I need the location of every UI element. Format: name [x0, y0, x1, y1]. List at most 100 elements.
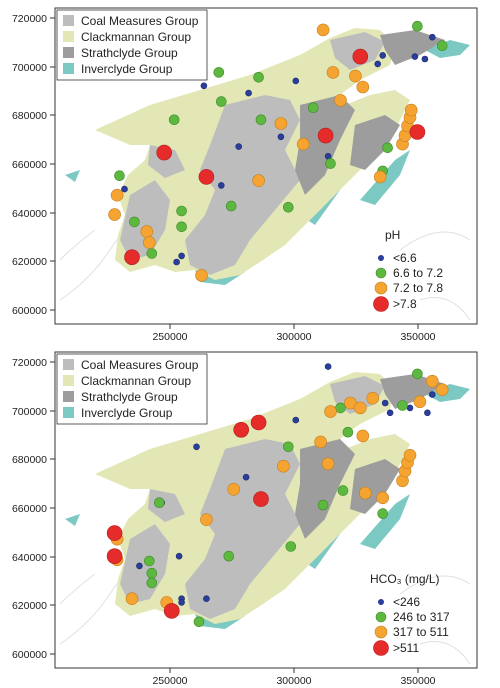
sample-point [317, 499, 329, 511]
sample-point [349, 69, 362, 83]
legend-symbol-class1 [378, 599, 384, 605]
hco3-legend-title: HCO₃ (mg/L) [370, 572, 440, 586]
sample-point [374, 60, 382, 68]
legend-strathclyde-label: Strathclyde Group [81, 46, 178, 60]
strathclyde-group-area [295, 374, 445, 539]
legend-symbol-class2 [375, 267, 387, 279]
sample-point [352, 48, 369, 65]
sample-point [317, 127, 334, 144]
legend-symbol-class1 [378, 255, 384, 261]
sample-point [233, 422, 249, 438]
y-tick-label: 640000 [12, 208, 47, 220]
hco3-class-legend: HCO₃ (mg/L) <246 246 to 317 317 to 511 >… [370, 572, 450, 656]
sample-point [253, 72, 264, 83]
ph-legend-item: <6.6 [393, 251, 417, 265]
sample-point [203, 595, 210, 602]
sample-point [163, 603, 180, 619]
sample-point [106, 525, 123, 541]
sample-point [356, 80, 370, 94]
sample-point [252, 174, 265, 187]
sample-point [146, 248, 158, 259]
sample-point [193, 443, 200, 451]
y-tick-label: 660000 [12, 159, 47, 171]
sample-point [124, 249, 140, 266]
y-axis: 600000 620000 640000 660000 680000 70000… [12, 13, 55, 317]
legend-inverclyde-label: Inverclyde Group [81, 62, 173, 76]
x-tick-label: 350000 [400, 331, 435, 343]
ph-class-legend: pH <6.6 6.6 to 7.2 7.2 to 7.8 >7.8 [373, 228, 443, 312]
sample-point [173, 258, 180, 266]
ph-sample-points [108, 16, 448, 282]
sample-point [216, 96, 227, 107]
sample-point [277, 459, 290, 473]
sample-point [178, 599, 185, 606]
sample-point [321, 457, 335, 471]
sample-point [114, 170, 125, 181]
y-tick-label: 620000 [12, 600, 47, 612]
sample-point [334, 94, 347, 107]
sample-point [129, 216, 140, 228]
sample-point [218, 182, 225, 189]
geology-base-layer [59, 372, 471, 665]
sample-point [358, 486, 372, 500]
plot-frame [54, 7, 478, 325]
legend-symbol-class2 [375, 611, 387, 623]
coal-measures-swatch [63, 359, 74, 370]
sample-point [282, 202, 294, 213]
sample-point [227, 483, 240, 496]
legend-inverclyde-label: Inverclyde Group [81, 406, 173, 420]
sample-point [253, 491, 269, 507]
sample-point [428, 33, 436, 41]
sample-point [255, 114, 267, 126]
sample-point [110, 188, 124, 202]
sample-point [409, 124, 426, 140]
sample-point [382, 142, 393, 154]
sample-point [296, 137, 310, 151]
y-tick-label: 640000 [12, 552, 47, 564]
legend-symbol-class3 [374, 625, 388, 639]
strathclyde-swatch [63, 391, 74, 402]
sample-point [242, 473, 250, 481]
ph-map-panel: 600000 620000 640000 660000 680000 70000… [12, 7, 478, 343]
sample-point [277, 133, 285, 141]
sample-point [428, 391, 436, 398]
sample-point [175, 552, 183, 560]
clackmannan-swatch [63, 375, 74, 386]
sample-point [386, 409, 394, 417]
legend-coal-measures-label: Coal Measures Group [81, 14, 199, 28]
sample-point [411, 53, 419, 60]
y-tick-label: 600000 [12, 305, 47, 317]
sample-point [274, 117, 288, 130]
sample-point [353, 401, 367, 415]
plot-frame [54, 351, 478, 669]
sample-point [225, 200, 237, 212]
sample-point [200, 82, 208, 90]
legend-strathclyde-label: Strathclyde Group [81, 390, 178, 404]
legend-symbol-class4 [373, 296, 389, 312]
sample-point [292, 77, 300, 85]
sample-point [376, 491, 390, 505]
x-axis: 250000 300000 350000 [152, 324, 436, 343]
sample-point [404, 103, 418, 117]
sample-point [245, 89, 252, 97]
hco3-legend-item: >511 [393, 641, 419, 655]
sample-point [379, 52, 387, 59]
inverclyde-swatch [63, 63, 74, 74]
sample-point [324, 363, 332, 370]
hco3-legend-item: 317 to 511 [393, 625, 449, 639]
x-tick-label: 300000 [276, 675, 311, 687]
sample-point [325, 158, 336, 169]
sample-point [424, 409, 431, 417]
geology-base-layer [59, 28, 471, 321]
sample-point [125, 592, 139, 605]
coastline-lines [59, 543, 471, 665]
sample-point [178, 252, 185, 260]
ph-legend-item: 7.2 to 7.8 [393, 281, 443, 295]
y-tick-label: 620000 [12, 256, 47, 268]
y-tick-label: 720000 [12, 357, 47, 369]
coal-measures-swatch [63, 15, 74, 26]
strathclyde-group-area [295, 30, 445, 195]
ph-map-svg: 600000 620000 640000 660000 680000 70000… [12, 7, 478, 343]
inverclyde-swatch [63, 407, 74, 418]
x-tick-label: 250000 [152, 331, 187, 343]
